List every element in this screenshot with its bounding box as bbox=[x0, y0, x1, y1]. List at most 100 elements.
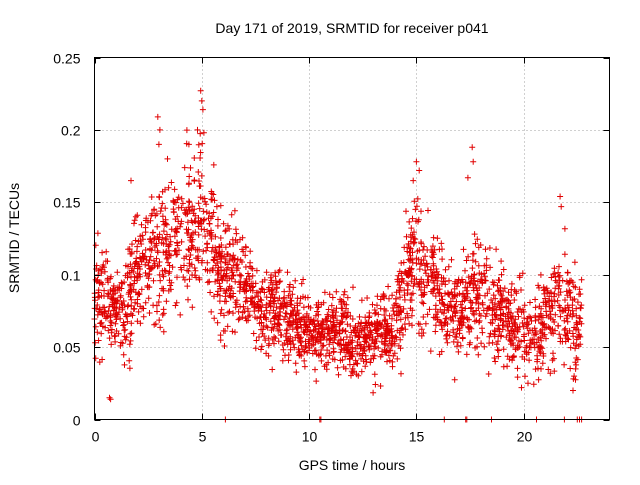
data-point bbox=[159, 285, 165, 292]
data-point bbox=[486, 304, 493, 311]
data-point bbox=[518, 287, 524, 293]
data-point bbox=[413, 218, 419, 225]
data-point bbox=[217, 332, 224, 339]
data-point bbox=[536, 348, 543, 355]
data-point bbox=[313, 301, 320, 308]
data-point bbox=[292, 277, 299, 284]
data-point bbox=[426, 306, 433, 313]
data-point bbox=[283, 327, 290, 334]
data-point bbox=[337, 349, 344, 356]
data-point bbox=[275, 269, 282, 275]
data-point bbox=[519, 270, 526, 277]
data-point bbox=[243, 244, 249, 251]
data-point bbox=[333, 288, 340, 295]
data-point bbox=[521, 315, 528, 322]
data-point bbox=[440, 310, 447, 317]
data-point bbox=[269, 281, 276, 288]
data-point bbox=[504, 353, 511, 360]
data-point bbox=[371, 307, 378, 313]
data-point bbox=[279, 357, 286, 364]
data-point bbox=[162, 186, 168, 193]
data-point bbox=[252, 345, 259, 352]
data-point bbox=[538, 344, 545, 350]
data-point bbox=[512, 316, 519, 323]
data-point bbox=[443, 335, 450, 342]
data-point bbox=[106, 303, 113, 310]
data-point bbox=[106, 394, 113, 401]
data-point bbox=[172, 216, 179, 223]
data-point bbox=[400, 331, 406, 338]
data-point bbox=[449, 313, 456, 320]
data-point bbox=[333, 309, 339, 316]
data-point bbox=[350, 361, 357, 368]
data-point bbox=[247, 295, 254, 302]
data-point bbox=[218, 306, 225, 313]
data-point bbox=[406, 265, 413, 272]
data-point bbox=[214, 291, 221, 298]
data-point bbox=[271, 295, 278, 302]
data-point bbox=[124, 312, 130, 318]
data-point bbox=[139, 232, 146, 239]
data-point bbox=[94, 311, 101, 318]
data-point bbox=[373, 309, 379, 316]
data-point bbox=[273, 289, 280, 296]
data-point bbox=[102, 324, 109, 331]
data-point bbox=[184, 230, 190, 236]
data-point bbox=[430, 234, 437, 241]
data-point bbox=[405, 256, 412, 263]
data-point bbox=[229, 328, 236, 335]
data-point bbox=[563, 315, 570, 322]
data-point bbox=[483, 267, 490, 274]
data-point bbox=[216, 283, 223, 290]
data-point bbox=[340, 298, 347, 305]
data-point bbox=[571, 296, 578, 302]
data-point bbox=[508, 280, 515, 287]
data-points bbox=[91, 87, 585, 423]
data-point bbox=[547, 311, 554, 318]
data-point bbox=[570, 333, 577, 340]
data-point bbox=[218, 276, 225, 283]
data-point bbox=[242, 252, 249, 259]
data-point bbox=[312, 366, 318, 373]
data-point bbox=[313, 378, 320, 385]
data-point bbox=[440, 301, 447, 308]
data-point bbox=[570, 387, 576, 394]
data-point bbox=[199, 140, 206, 147]
data-point bbox=[508, 337, 515, 344]
data-point bbox=[495, 347, 502, 354]
data-point bbox=[181, 255, 188, 262]
data-point bbox=[263, 316, 270, 323]
data-point bbox=[223, 298, 230, 305]
data-point bbox=[509, 354, 516, 361]
data-point bbox=[151, 235, 158, 241]
data-point bbox=[280, 346, 287, 353]
data-point bbox=[167, 233, 174, 240]
data-point bbox=[202, 198, 208, 205]
data-point bbox=[195, 169, 202, 175]
data-point bbox=[286, 338, 293, 345]
data-point bbox=[298, 280, 305, 287]
data-point bbox=[269, 336, 276, 343]
data-point bbox=[549, 357, 556, 364]
data-point bbox=[142, 229, 149, 236]
data-point bbox=[168, 179, 175, 186]
data-point bbox=[492, 358, 499, 365]
data-point bbox=[227, 287, 234, 294]
data-point bbox=[334, 317, 340, 324]
data-point bbox=[537, 271, 544, 278]
data-point bbox=[103, 313, 110, 320]
data-point bbox=[423, 270, 429, 277]
data-point bbox=[535, 282, 542, 289]
data-point bbox=[444, 339, 451, 346]
data-point bbox=[192, 267, 199, 274]
data-point bbox=[145, 295, 152, 302]
data-point bbox=[188, 245, 195, 252]
data-point bbox=[137, 303, 144, 310]
data-point bbox=[198, 217, 205, 224]
data-point bbox=[341, 288, 348, 295]
data-point bbox=[242, 285, 248, 292]
data-point bbox=[403, 208, 409, 215]
data-point bbox=[349, 316, 356, 322]
data-point bbox=[343, 334, 350, 340]
data-point bbox=[224, 222, 231, 229]
